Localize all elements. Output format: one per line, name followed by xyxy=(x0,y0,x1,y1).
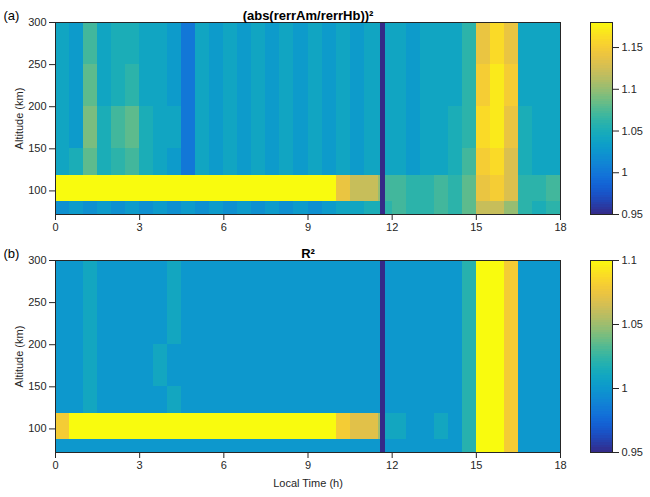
svg-text:250: 250 xyxy=(28,296,46,308)
svg-text:0: 0 xyxy=(52,221,58,233)
svg-text:1.05: 1.05 xyxy=(622,318,643,330)
svg-text:(b): (b) xyxy=(4,246,20,261)
svg-text:(a): (a) xyxy=(4,8,20,23)
svg-text:Altitude (km): Altitude (km) xyxy=(13,88,25,150)
svg-text:100: 100 xyxy=(28,422,46,434)
svg-text:250: 250 xyxy=(28,58,46,70)
svg-text:18: 18 xyxy=(554,221,566,233)
svg-text:3: 3 xyxy=(137,221,143,233)
svg-text:12: 12 xyxy=(386,459,398,471)
svg-text:1: 1 xyxy=(622,382,628,394)
svg-text:15: 15 xyxy=(470,221,482,233)
svg-text:1.1: 1.1 xyxy=(622,254,637,266)
svg-text:300: 300 xyxy=(28,254,46,266)
svg-text:200: 200 xyxy=(28,338,46,350)
svg-text:100: 100 xyxy=(28,184,46,196)
svg-text:150: 150 xyxy=(28,380,46,392)
svg-text:6: 6 xyxy=(221,221,227,233)
svg-text:R²: R² xyxy=(301,246,315,261)
svg-text:Altitude (km): Altitude (km) xyxy=(13,326,25,388)
svg-text:1.15: 1.15 xyxy=(622,41,643,53)
svg-text:Local Time (h): Local Time (h) xyxy=(273,477,343,489)
svg-text:300: 300 xyxy=(28,16,46,28)
svg-text:3: 3 xyxy=(137,459,143,471)
svg-text:15: 15 xyxy=(470,459,482,471)
svg-text:1.05: 1.05 xyxy=(622,125,643,137)
svg-text:150: 150 xyxy=(28,142,46,154)
svg-text:1: 1 xyxy=(622,166,628,178)
svg-text:12: 12 xyxy=(386,221,398,233)
svg-text:0.95: 0.95 xyxy=(622,208,643,220)
svg-text:6: 6 xyxy=(221,459,227,471)
svg-text:(abs(rerrAm/rerrHb))²: (abs(rerrAm/rerrHb))² xyxy=(243,8,374,23)
svg-text:9: 9 xyxy=(305,459,311,471)
svg-text:1.1: 1.1 xyxy=(622,83,637,95)
svg-text:200: 200 xyxy=(28,100,46,112)
svg-text:0: 0 xyxy=(52,459,58,471)
svg-text:0.95: 0.95 xyxy=(622,446,643,458)
svg-text:18: 18 xyxy=(554,459,566,471)
svg-text:9: 9 xyxy=(305,221,311,233)
